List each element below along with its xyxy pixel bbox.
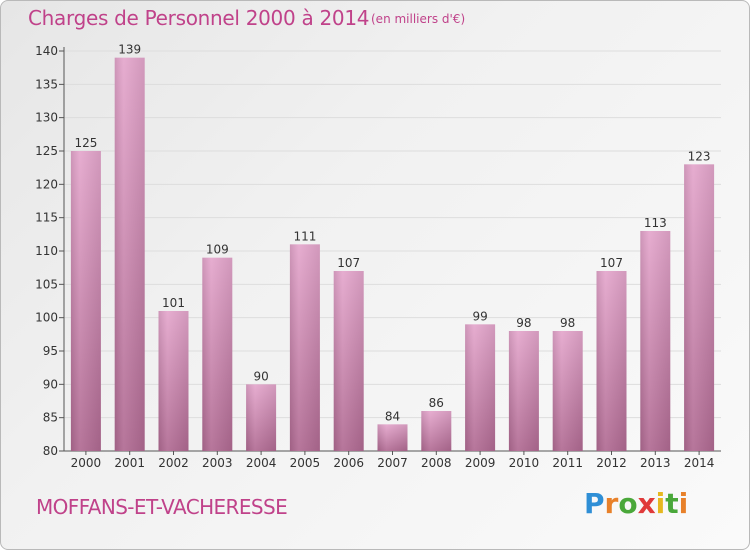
bar-shade xyxy=(684,164,715,452)
chart-title: Charges de Personnel 2000 à 2014 xyxy=(28,6,370,30)
x-tick-label: 2014 xyxy=(684,456,715,470)
y-tick-label: 110 xyxy=(35,244,58,258)
x-tick-label: 2008 xyxy=(421,456,452,470)
bar-value-label: 125 xyxy=(74,136,97,150)
x-tick-label: 2013 xyxy=(640,456,671,470)
bar-value-label: 107 xyxy=(337,256,360,270)
bar-value-label: 107 xyxy=(600,256,623,270)
bar-value-label: 98 xyxy=(560,316,575,330)
x-tick-label: 2003 xyxy=(202,456,233,470)
bar-value-label: 99 xyxy=(472,309,487,323)
y-tick-label: 105 xyxy=(35,277,58,291)
proxiti-logo: Proxiti xyxy=(584,487,689,520)
bar-shade xyxy=(289,244,320,451)
y-tick-label: 125 xyxy=(35,144,58,158)
chart-subtitle: (en milliers d'€) xyxy=(371,12,466,26)
bar-shade xyxy=(596,271,627,451)
x-tick-label: 2001 xyxy=(114,456,145,470)
x-tick-label: 2006 xyxy=(333,456,364,470)
bar-shade xyxy=(158,311,189,451)
x-tick-label: 2000 xyxy=(71,456,102,470)
bar-shade xyxy=(377,424,408,451)
bar-shade xyxy=(202,257,233,451)
x-tick-label: 2007 xyxy=(377,456,408,470)
y-tick-label: 90 xyxy=(43,377,58,391)
bar-value-label: 113 xyxy=(644,216,667,230)
bar-shade xyxy=(552,331,583,451)
x-tick-label: 2005 xyxy=(290,456,321,470)
bar-shade xyxy=(246,384,277,451)
bar-shade xyxy=(70,151,101,451)
bar-value-label: 109 xyxy=(206,243,229,257)
bar-shade xyxy=(114,57,145,452)
x-tick-label: 2011 xyxy=(552,456,583,470)
y-tick-label: 120 xyxy=(35,177,58,191)
bar-shade xyxy=(421,411,452,451)
y-tick-label: 140 xyxy=(35,44,58,58)
y-tick-label: 80 xyxy=(43,444,58,458)
bar-value-label: 123 xyxy=(688,149,711,163)
x-tick-label: 2004 xyxy=(246,456,277,470)
bar-value-label: 98 xyxy=(516,316,531,330)
commune-name: MOFFANS-ET-VACHERESSE xyxy=(36,495,288,519)
bar-value-label: 101 xyxy=(162,296,185,310)
bar-shade xyxy=(465,324,496,451)
y-tick-label: 135 xyxy=(35,77,58,91)
y-tick-label: 100 xyxy=(35,311,58,325)
x-tick-label: 2009 xyxy=(465,456,496,470)
y-tick-label: 130 xyxy=(35,111,58,125)
bar-shade xyxy=(333,271,364,451)
bar-value-label: 90 xyxy=(253,369,268,383)
y-tick-label: 85 xyxy=(43,411,58,425)
x-tick-label: 2012 xyxy=(596,456,627,470)
bar-value-label: 139 xyxy=(118,43,141,57)
x-tick-label: 2002 xyxy=(158,456,189,470)
x-tick-label: 2010 xyxy=(509,456,540,470)
bar-value-label: 111 xyxy=(293,229,316,243)
bar-shade xyxy=(640,231,671,451)
y-tick-label: 95 xyxy=(43,344,58,358)
bar-value-label: 86 xyxy=(429,396,444,410)
bar-shade xyxy=(508,331,539,451)
y-tick-label: 115 xyxy=(35,211,58,225)
bar-value-label: 84 xyxy=(385,409,400,423)
